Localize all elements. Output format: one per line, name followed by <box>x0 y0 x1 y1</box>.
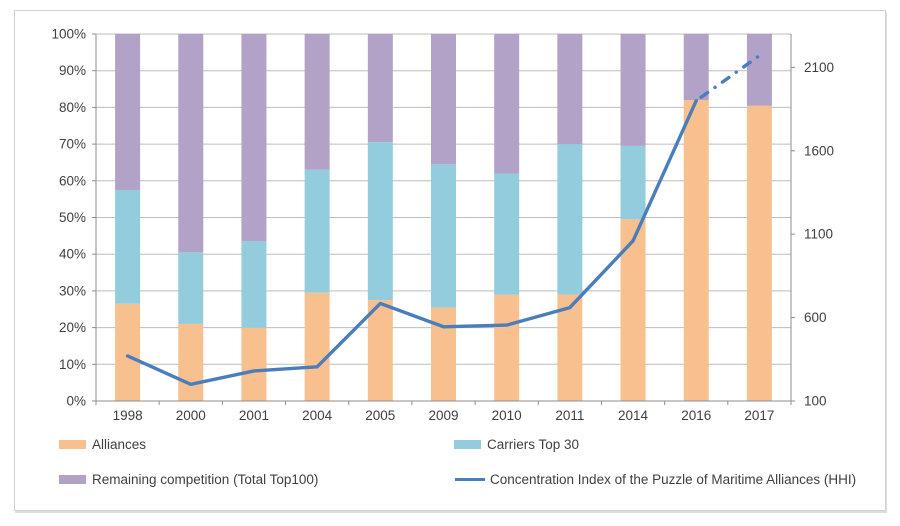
bar-segment-carriers-top30-1998 <box>115 189 141 304</box>
secondary-axis-tick-label: 1600 <box>804 143 834 158</box>
y-axis-tick-label: 50% <box>59 210 86 225</box>
bar-segment-carriers-top30-2000 <box>178 252 204 324</box>
secondary-axis-tick-label: 1100 <box>804 227 833 242</box>
y-axis-tick-label: 30% <box>59 283 86 298</box>
y-axis-tick-label: 0% <box>66 394 86 409</box>
bar-segment-remaining-competition-2009 <box>431 34 456 165</box>
bar-segment-alliances-2010 <box>494 294 520 401</box>
bar-segment-alliances-2000 <box>178 323 204 401</box>
bar-segment-remaining-competition-2011 <box>557 34 583 145</box>
legend-label-hhi-line: Concentration Index of the Puzzle of Mar… <box>490 472 857 487</box>
x-axis-tick-label: 2005 <box>365 408 395 423</box>
y-axis-tick-label: 90% <box>59 63 86 78</box>
bar-segment-remaining-competition-2004 <box>304 34 330 170</box>
remaining-competition-swatch-icon <box>59 475 86 484</box>
bar-segment-alliances-2017 <box>746 105 772 401</box>
bar-segment-alliances-2001 <box>241 327 267 401</box>
bar-segment-remaining-competition-2016 <box>683 34 709 101</box>
bar-segment-carriers-top30-2011 <box>557 144 583 295</box>
x-axis-tick-label: 2017 <box>744 408 774 423</box>
secondary-axis-tick-label: 600 <box>804 310 827 325</box>
bar-segment-alliances-2014 <box>620 219 646 401</box>
legend-label-carriers-top30: Carriers Top 30 <box>487 437 580 452</box>
legend-item-carriers-top30: Carriers Top 30 <box>454 437 579 452</box>
bar-segment-alliances-1998 <box>115 303 141 401</box>
x-axis-tick-label: 2000 <box>176 408 206 423</box>
legend-item-hhi-line: Concentration Index of the Puzzle of Mar… <box>455 472 856 487</box>
y-axis-tick-label: 80% <box>59 100 86 115</box>
hhi-line-swatch-icon <box>455 478 485 481</box>
legend-label-remaining-competition: Remaining competition (Total Top100) <box>92 472 319 487</box>
x-axis-tick-label: 2004 <box>302 408 333 423</box>
bar-segment-remaining-competition-2005 <box>367 34 393 143</box>
bar-segment-alliances-2005 <box>367 300 393 401</box>
bar-segment-remaining-competition-1998 <box>115 34 141 190</box>
bar-segment-remaining-competition-2014 <box>620 34 646 146</box>
bar-segment-remaining-competition-2001 <box>241 34 267 242</box>
bar-segment-carriers-top30-2009 <box>431 164 456 308</box>
x-axis-tick-label: 2016 <box>681 408 711 423</box>
bar-segment-alliances-2004 <box>304 292 330 401</box>
x-axis-tick-label: 2010 <box>492 408 522 423</box>
y-axis-tick-label: 40% <box>59 247 86 262</box>
bar-segment-carriers-top30-2004 <box>304 169 330 293</box>
bar-segment-alliances-2011 <box>557 294 583 401</box>
carriers-top30-swatch-icon <box>454 440 481 449</box>
y-axis-tick-label: 20% <box>59 320 86 335</box>
x-axis-tick-label: 2014 <box>618 408 649 423</box>
bar-segment-carriers-top30-2001 <box>241 241 267 328</box>
bar-segment-remaining-competition-2017 <box>746 34 772 106</box>
hhi-line-dashed-segment <box>694 53 762 103</box>
chart-plot-area: 0% 10% 20% 30% 40% 50% 60% 70% 80% 90% 100% 100 600 1… <box>51 27 834 424</box>
legend-item-remaining-competition: Remaining competition (Total Top100) <box>59 472 318 487</box>
secondary-axis-tick-label: 100 <box>804 394 827 409</box>
bar-segment-alliances-2016 <box>683 100 709 401</box>
y-axis-tick-label: 10% <box>59 357 86 372</box>
bar-segment-remaining-competition-2010 <box>494 34 520 174</box>
bar-segment-carriers-top30-2014 <box>620 145 646 220</box>
x-axis-tick-label: 1998 <box>113 408 143 423</box>
legend-label-alliances: Alliances <box>92 437 147 452</box>
bar-segment-alliances-2009 <box>431 307 456 401</box>
y-axis-tick-label: 60% <box>59 173 86 188</box>
y-axis-tick-label: 100% <box>51 27 86 42</box>
x-axis-tick-label: 2009 <box>428 408 458 423</box>
alliances-swatch-icon <box>59 440 86 449</box>
hhi-line-solid <box>125 99 698 387</box>
bar-segment-remaining-competition-2000 <box>178 34 204 253</box>
x-axis-tick-label: 2011 <box>555 408 584 423</box>
bar-segment-carriers-top30-2010 <box>494 173 520 295</box>
legend-item-alliances: Alliances <box>59 437 146 452</box>
bar-segment-carriers-top30-2005 <box>367 142 393 301</box>
secondary-axis-tick-label: 2100 <box>804 60 834 75</box>
y-axis-tick-label: 70% <box>59 137 86 152</box>
x-axis-tick-label: 2001 <box>239 408 269 423</box>
chart-frame: 0% 10% 20% 30% 40% 50% 60% 70% 80% 90% 100% 100 600 1… <box>14 10 886 511</box>
